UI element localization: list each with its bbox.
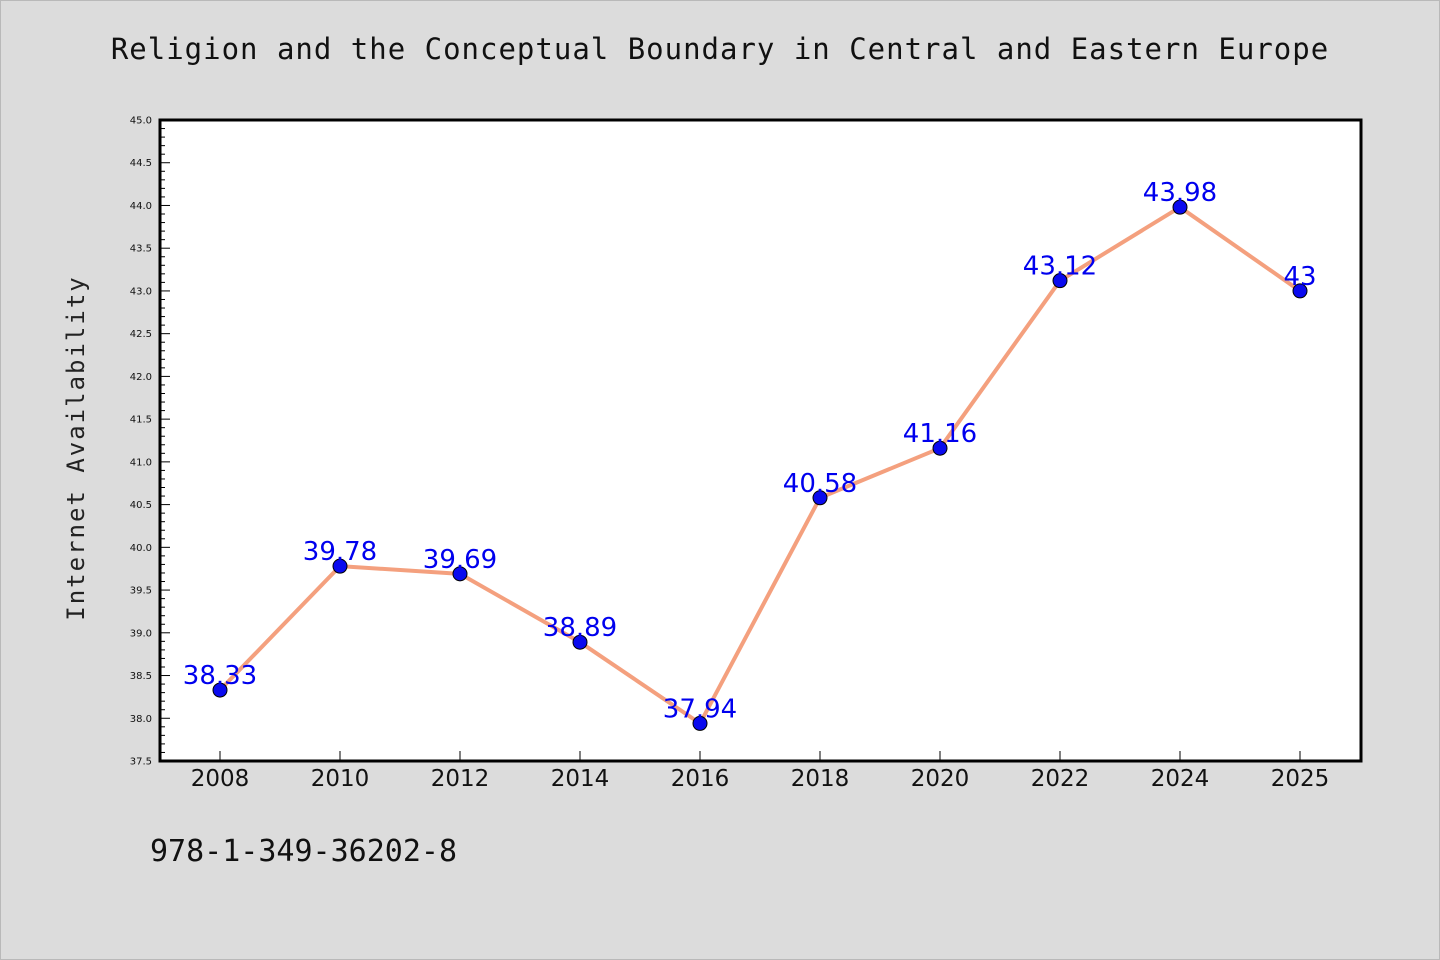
- data-point: [212, 682, 228, 698]
- data-labels: 38.33 39.78 39.69 38.89 37.94 40.58 41.16 43.12…: [183, 178, 1317, 724]
- y-tick-label: 39.5: [130, 586, 152, 597]
- x-tick-label: 2018: [791, 766, 850, 792]
- data-label: 37.94: [663, 694, 737, 724]
- y-tick-label: 41.0: [130, 457, 152, 468]
- data-label: 41.16: [903, 419, 977, 449]
- x-tick-label: 2020: [911, 766, 970, 792]
- x-axis: 2008 2010 2012 2014 2016 2018 2020 2022 2024 2025: [191, 751, 1330, 792]
- x-tick-label: 2025: [1271, 766, 1330, 792]
- data-label: 43.12: [1023, 252, 1097, 282]
- y-tick-label: 39.0: [130, 628, 152, 639]
- x-tick-label: 2012: [431, 766, 490, 792]
- x-tick-label: 2008: [191, 766, 250, 792]
- y-tick-label: 41.5: [130, 415, 152, 426]
- chart-title: Religion and the Conceptual Boundary in …: [110, 32, 1330, 66]
- x-tick-label: 2014: [551, 766, 610, 792]
- y-tick-label: 42.5: [130, 329, 152, 340]
- x-tick-label: 2022: [1031, 766, 1090, 792]
- plot-area: [160, 120, 1361, 761]
- plot-border: [158, 118, 1363, 763]
- y-tick-label: 45.0: [130, 116, 152, 127]
- data-point: [812, 490, 828, 506]
- data-markers: [212, 199, 1308, 731]
- isbn-code: 978-1-349-36202-8: [150, 834, 458, 869]
- data-point: [932, 440, 948, 456]
- y-tick-label: 44.0: [130, 201, 152, 212]
- data-point: [1172, 199, 1188, 215]
- data-point: [1292, 283, 1308, 299]
- x-tick-label: 2016: [671, 766, 730, 792]
- x-tick-label: 2024: [1151, 766, 1210, 792]
- y-tick-label: 44.5: [130, 158, 152, 169]
- data-label: 40.58: [783, 469, 857, 499]
- y-axis: 37.5 38.0 38.5 39.0 39.5 40.0 40.5 41.0 41.5 42.0…: [130, 116, 170, 768]
- data-label: 38.33: [183, 661, 257, 691]
- data-label: 39.69: [423, 545, 497, 575]
- data-label: 39.78: [303, 537, 377, 567]
- data-point: [332, 558, 348, 574]
- y-tick-label: 38.0: [130, 714, 152, 725]
- y-tick-label: 42.0: [130, 372, 152, 383]
- data-label: 38.89: [543, 613, 617, 643]
- y-tick-label: 40.5: [130, 500, 152, 511]
- y-tick-label: 43.5: [130, 244, 152, 255]
- data-point: [692, 715, 708, 731]
- y-tick-label: 38.5: [130, 671, 152, 682]
- x-tick-label: 2010: [311, 766, 370, 792]
- data-point: [452, 566, 468, 582]
- series-line-group: [218, 205, 1302, 726]
- data-point: [572, 634, 588, 650]
- series-line: [218, 205, 1302, 726]
- y-tick-label: 37.5: [130, 757, 152, 768]
- y-tick-label: 43.0: [130, 286, 152, 297]
- data-label: 43: [1283, 262, 1316, 292]
- data-point: [1052, 273, 1068, 289]
- y-tick-label: 40.0: [130, 543, 152, 554]
- data-label: 43.98: [1143, 178, 1217, 208]
